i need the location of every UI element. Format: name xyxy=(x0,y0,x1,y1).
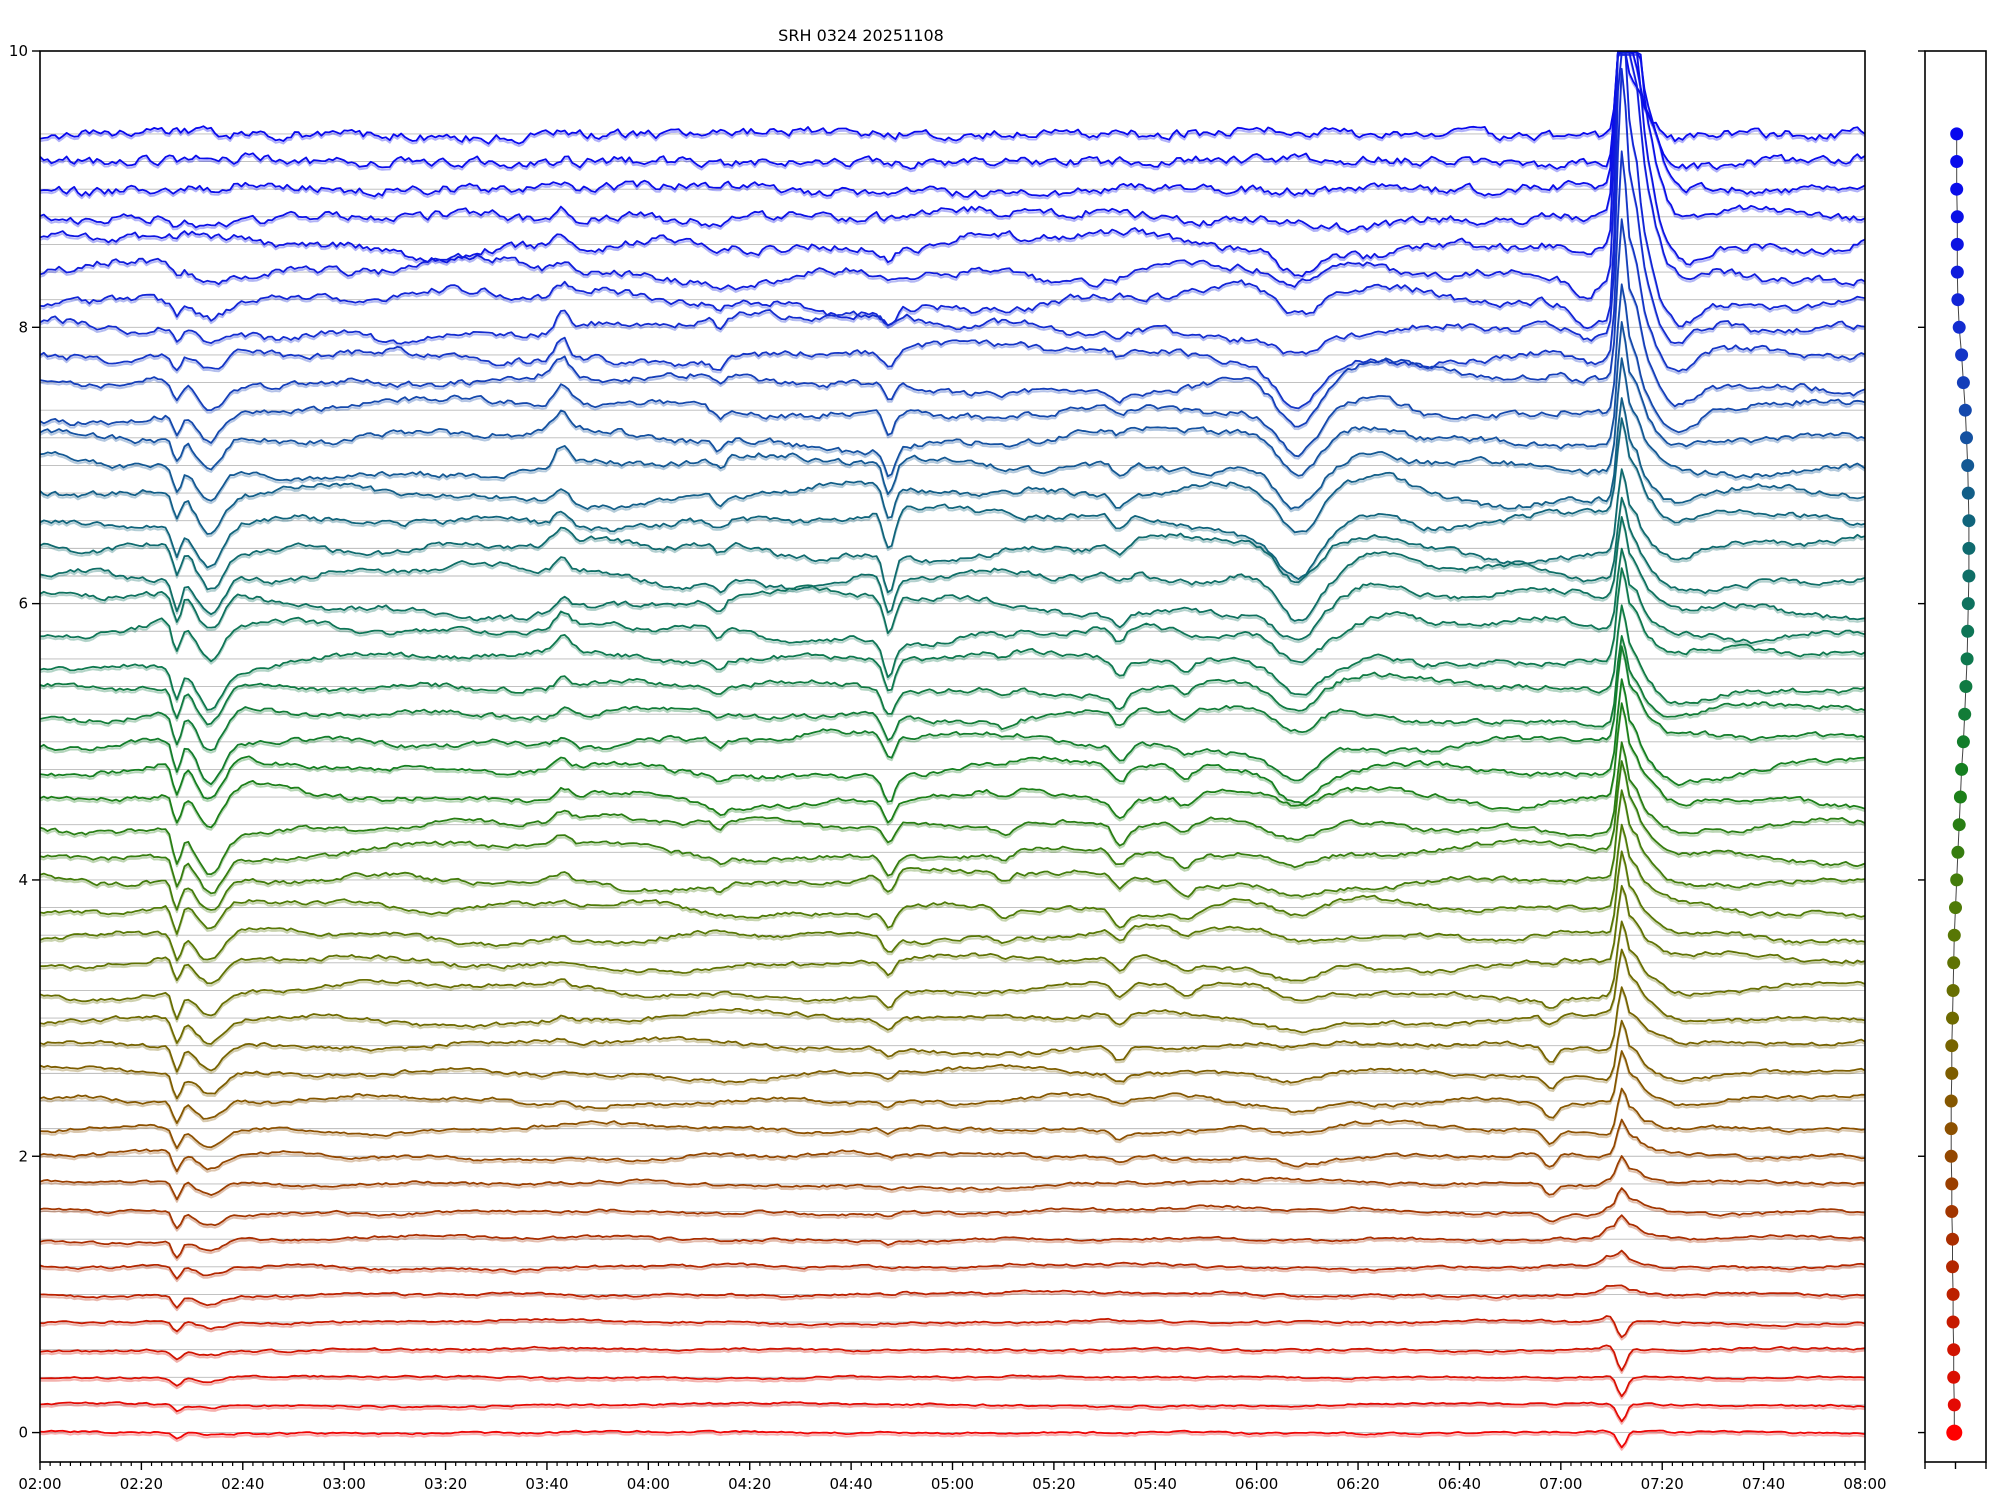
trace-value-dot xyxy=(1946,984,1960,997)
trace-value-dot xyxy=(1947,1343,1961,1357)
trace-value-dot xyxy=(1956,735,1970,749)
x-tick-label: 02:00 xyxy=(18,1475,61,1493)
x-tick-label: 07:20 xyxy=(1641,1475,1684,1493)
chart-title: SRH 0324 20251108 xyxy=(778,26,944,45)
trace-value-dot xyxy=(1945,1066,1959,1080)
x-tick-label: 04:00 xyxy=(627,1475,670,1493)
trace-value-dot xyxy=(1950,182,1964,196)
x-tick-label: 05:20 xyxy=(1032,1475,1075,1493)
trace-value-dot xyxy=(1952,320,1966,334)
trace-value-dot xyxy=(1958,403,1972,417)
trace-value-dot xyxy=(1944,1149,1958,1163)
trace-value-dot xyxy=(1952,818,1966,832)
trace-value-dot xyxy=(1956,376,1970,390)
x-tick-label: 02:40 xyxy=(221,1475,264,1493)
trace-value-dot xyxy=(1944,1122,1958,1136)
trace-value-dot xyxy=(1951,293,1965,307)
trace-value-dot xyxy=(1960,431,1973,445)
y-axis-labels: 0 2 4 6 8 10 xyxy=(9,42,28,1442)
dot-column-panel xyxy=(1918,50,1987,1469)
trace-value-dot xyxy=(1945,1205,1959,1218)
trace-value-dot xyxy=(1946,1424,1963,1441)
y-tick-label: 6 xyxy=(18,595,28,613)
trace-value-dot xyxy=(1950,210,1964,224)
trace-value-dot xyxy=(1950,155,1964,168)
trace-value-dot xyxy=(1949,901,1962,915)
trace-value-dot xyxy=(1961,597,1975,611)
trace-value-dot xyxy=(1950,873,1964,887)
trace-value-dot xyxy=(1960,652,1974,666)
trace-lines xyxy=(40,51,1865,1451)
trace-value-dot xyxy=(1950,265,1964,279)
trace-value-dot xyxy=(1958,707,1972,721)
y-tick-label: 0 xyxy=(18,1424,28,1442)
trace-value-dot xyxy=(1946,1315,1960,1329)
trace-value-dot xyxy=(1955,762,1969,776)
trace-value-dot xyxy=(1955,348,1969,362)
trace-value-dot xyxy=(1945,1177,1959,1191)
main-axes: 02:00 02:20 02:40 03:00 03:20 03:40 04:00 04:20… xyxy=(9,42,1887,1493)
x-tick-label: 04:40 xyxy=(829,1475,872,1493)
x-tick-label: 03:20 xyxy=(424,1475,467,1493)
trace-value-dot xyxy=(1950,127,1964,141)
x-tick-label: 03:00 xyxy=(323,1475,366,1493)
x-tick-label: 06:00 xyxy=(1235,1475,1278,1493)
trace-value-dot xyxy=(1944,1094,1958,1108)
trace-value-dot xyxy=(1947,956,1961,970)
x-tick-label: 04:20 xyxy=(728,1475,771,1493)
trace-value-dot xyxy=(1947,928,1961,942)
trace-value-dot xyxy=(1961,459,1975,472)
trace-value-dot xyxy=(1959,680,1973,693)
y-axis-ticks xyxy=(32,50,40,1434)
x-tick-label: 06:20 xyxy=(1336,1475,1379,1493)
x-tick-label: 07:00 xyxy=(1539,1475,1582,1493)
x-tick-label: 08:00 xyxy=(1843,1475,1886,1493)
x-tick-label: 02:20 xyxy=(120,1475,163,1493)
main-plot-border xyxy=(39,50,1866,1463)
y-tick-label: 10 xyxy=(9,42,28,60)
trace-value-dot xyxy=(1947,1370,1961,1384)
trace-value-dot xyxy=(1953,790,1967,804)
trace-value-dot xyxy=(1947,1398,1961,1412)
trace-value-dot xyxy=(1962,514,1976,528)
trace-value-dot xyxy=(1962,569,1976,583)
trace-value-dot xyxy=(1945,1039,1959,1053)
trace-value-dot xyxy=(1961,624,1975,638)
y-tick-label: 2 xyxy=(18,1147,28,1165)
x-tick-label: 05:00 xyxy=(931,1475,974,1493)
y-tick-label: 8 xyxy=(18,318,28,336)
trace-value-dot xyxy=(1962,541,1976,555)
trace-value-dot xyxy=(1946,1260,1959,1274)
x-axis-labels: 02:00 02:20 02:40 03:00 03:20 03:40 04:00 04:20… xyxy=(18,1475,1886,1493)
trace-value-dot xyxy=(1946,1011,1959,1025)
trace-value-dot xyxy=(1951,845,1965,859)
trace-value-dot xyxy=(1950,237,1964,251)
y-tick-label: 4 xyxy=(18,871,28,889)
x-tick-label: 07:40 xyxy=(1742,1475,1785,1493)
x-tick-label: 06:40 xyxy=(1438,1475,1481,1493)
x-tick-label: 03:40 xyxy=(525,1475,568,1493)
x-axis-ticks xyxy=(39,1462,1866,1470)
side-panel-border xyxy=(1924,50,1987,1463)
trace-value-dot xyxy=(1961,486,1975,500)
side-panel-ticks xyxy=(1918,50,1987,1469)
x-tick-label: 05:40 xyxy=(1134,1475,1177,1493)
trace-value-dot xyxy=(1946,1287,1960,1301)
trace-value-dot xyxy=(1946,1232,1959,1246)
dot-column xyxy=(1944,127,1976,1441)
